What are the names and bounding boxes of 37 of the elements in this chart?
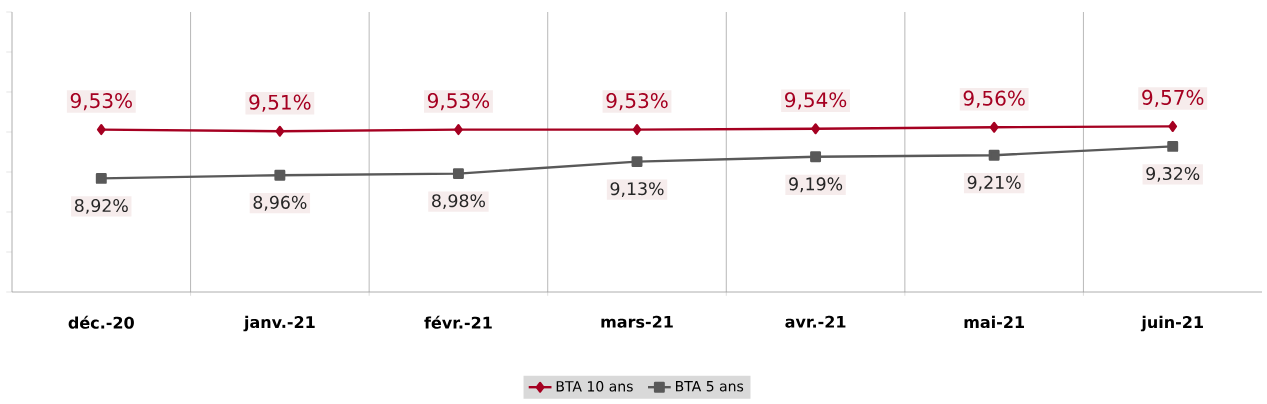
data-label: 9,19% [789,177,843,193]
point [95,172,107,184]
legend-label: BTA 10 ans [556,381,633,392]
data-label: 9,56% [963,90,1025,108]
x-tick-label: févr.-21 [424,315,492,329]
data-label: 9,13% [610,182,664,198]
data-label: 9,51% [249,94,311,112]
x-tick-label: juin-21 [1140,315,1203,332]
data-label: 9,53% [427,93,490,111]
point [1167,140,1179,152]
point [810,151,822,163]
x-tick-label: mai-21 [964,315,1024,329]
point [452,168,464,180]
data-label: 9,57% [1142,89,1204,107]
point [988,149,1000,161]
x-tick-label: janv.-21 [243,315,315,332]
point [1168,120,1178,132]
point [632,124,642,136]
data-label: 8,92% [74,198,128,214]
data-label: 9,53% [606,93,668,111]
data-label: 9,21% [967,175,1021,191]
x-tick-label: déc.-20 [68,315,134,329]
x-tick-label: mars-21 [601,315,673,328]
data-label: 9,54% [785,92,847,110]
data-label: 8,96% [253,195,307,211]
point [96,124,106,136]
legend-label: BTA 5 ans [676,381,744,392]
point [631,156,643,168]
point [274,169,286,181]
data-label: 9,53% [70,93,132,111]
data-label: 9,32% [1146,166,1200,182]
point [811,123,820,135]
point [275,125,285,137]
data-label: 8,98% [432,194,485,210]
point [454,124,463,136]
x-tick-label: avr.-21 [785,315,846,328]
point [989,121,999,133]
